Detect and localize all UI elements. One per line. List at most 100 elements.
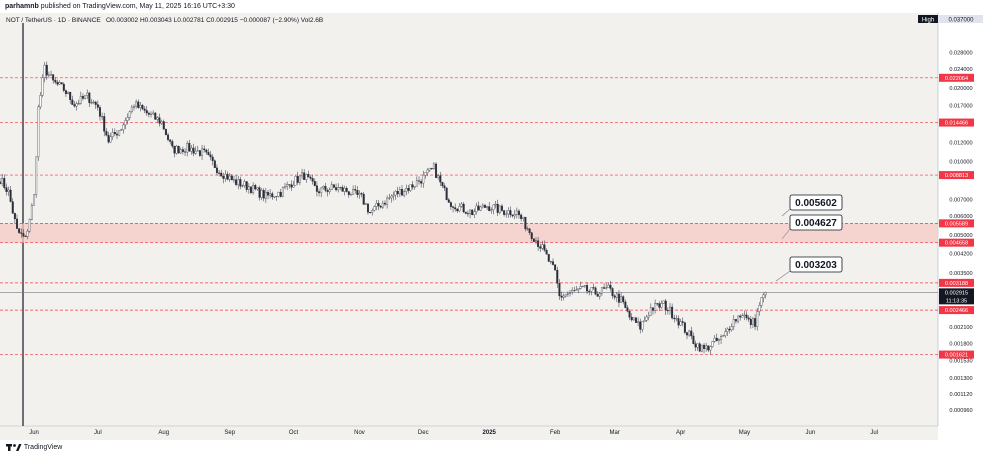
level-price-label: 0.014466 [945, 121, 968, 127]
candle-body [730, 326, 733, 331]
level-price-label: 0.004658 [945, 241, 968, 247]
candle-body [579, 286, 582, 289]
candle-body [209, 154, 212, 158]
candle-body [435, 163, 438, 178]
candle-body [377, 203, 380, 207]
candle-body [322, 185, 325, 189]
price-tick-label: 0.017000 [949, 103, 972, 109]
candle-body [167, 134, 170, 140]
current-price-tag[interactable] [939, 288, 974, 305]
candle-body [390, 195, 393, 199]
candle-body [105, 131, 108, 136]
candle-body [175, 145, 178, 154]
candle-body [37, 106, 40, 158]
time-axis[interactable]: Jun Jul Aug Sep Oct Nov Dec 2025 Feb Mar Apr May Jun… [29, 430, 878, 436]
candle-body [445, 187, 448, 200]
candle-body [671, 306, 674, 319]
candle-body [664, 300, 667, 311]
candle-body [745, 314, 748, 319]
candle-body [415, 180, 418, 187]
time-tick-label: Jul [94, 430, 102, 436]
candle-body [215, 167, 218, 174]
candle-body [116, 133, 118, 136]
candle-body [460, 203, 463, 207]
level-price-tag[interactable] [939, 118, 974, 127]
candle-body [139, 105, 142, 108]
candle-body [196, 150, 199, 152]
candle-body [749, 319, 752, 325]
legend-symbol[interactable]: NOT / TetherUS · 1D · BINANCE [6, 17, 101, 24]
candle-body [24, 235, 27, 237]
level-price-label: 0.001621 [945, 353, 968, 359]
candle-body [698, 343, 701, 352]
candle-body [583, 285, 586, 287]
candle-body [409, 184, 412, 191]
price-axis[interactable]: High 0.037000 0.028000 0.024000 0.020000 0.01… [918, 15, 983, 414]
level-price-tag[interactable] [939, 219, 974, 228]
candle-body [98, 107, 101, 117]
annotation-box[interactable] [789, 194, 843, 211]
candle-body [486, 206, 489, 208]
candle-body [332, 184, 335, 188]
candle-body [386, 197, 389, 205]
candle-body [464, 211, 467, 214]
candle-body [443, 185, 446, 189]
level-price-tag[interactable] [939, 171, 974, 180]
price-tick-label: 0.012000 [949, 140, 972, 146]
candle-body [505, 213, 508, 215]
candle-body [366, 203, 369, 213]
candle-body [313, 181, 316, 186]
candle-body [318, 191, 321, 194]
candle-body [130, 106, 133, 112]
candle-body [73, 104, 76, 107]
candle-body [469, 209, 472, 214]
level-price-tag[interactable] [939, 350, 974, 359]
candle-body [656, 303, 659, 305]
candles [0, 61, 767, 355]
candle-body [273, 196, 276, 198]
candle-body [264, 191, 267, 199]
candle-body [666, 310, 669, 312]
candle-body [392, 194, 395, 197]
candle-body [686, 332, 688, 336]
candle-body [330, 184, 333, 190]
candle-body [573, 289, 576, 291]
candle-body [147, 112, 150, 115]
candle-body [154, 112, 157, 120]
level-price-label: 0.008813 [945, 173, 968, 179]
candle-body [109, 136, 112, 143]
candle-body [43, 64, 46, 78]
candle-body [11, 201, 14, 214]
candle-body [535, 240, 537, 242]
level-price-tag[interactable] [939, 73, 974, 82]
level-price-tag[interactable] [939, 238, 974, 247]
level-price-tag[interactable] [939, 278, 974, 287]
footer-brand-text: TradingView [23, 444, 63, 451]
candle-body [586, 285, 589, 292]
candle-body [411, 184, 414, 188]
candle-body [192, 147, 195, 154]
candle-body [41, 77, 44, 96]
candle-body [528, 228, 531, 233]
annotation-box[interactable] [789, 214, 843, 231]
price-chart[interactable]: 0.005602 0.004627 0.003203 High 0.037000 0.0… [0, 13, 984, 440]
candle-body [173, 145, 176, 154]
candle-body [143, 108, 146, 111]
candle-body [371, 210, 374, 213]
annotations[interactable]: 0.005602 0.004627 0.003203 [775, 194, 843, 282]
candle-body [156, 117, 159, 120]
candle-body [60, 82, 63, 85]
annotation-box[interactable] [789, 256, 843, 273]
time-tick-label: Nov [354, 430, 365, 436]
author-name[interactable]: parhamnb [5, 3, 39, 10]
level-price-tag[interactable] [939, 306, 974, 315]
candle-body [243, 181, 246, 186]
time-tick-label: 2025 [483, 430, 497, 436]
candle-body [271, 193, 274, 198]
candle-body [120, 129, 123, 131]
price-tick-label: 0.003500 [949, 271, 972, 277]
level-price-label: 0.002466 [945, 308, 968, 314]
candle-body [488, 206, 491, 211]
candle-body [315, 185, 318, 192]
candle-body [3, 178, 6, 188]
